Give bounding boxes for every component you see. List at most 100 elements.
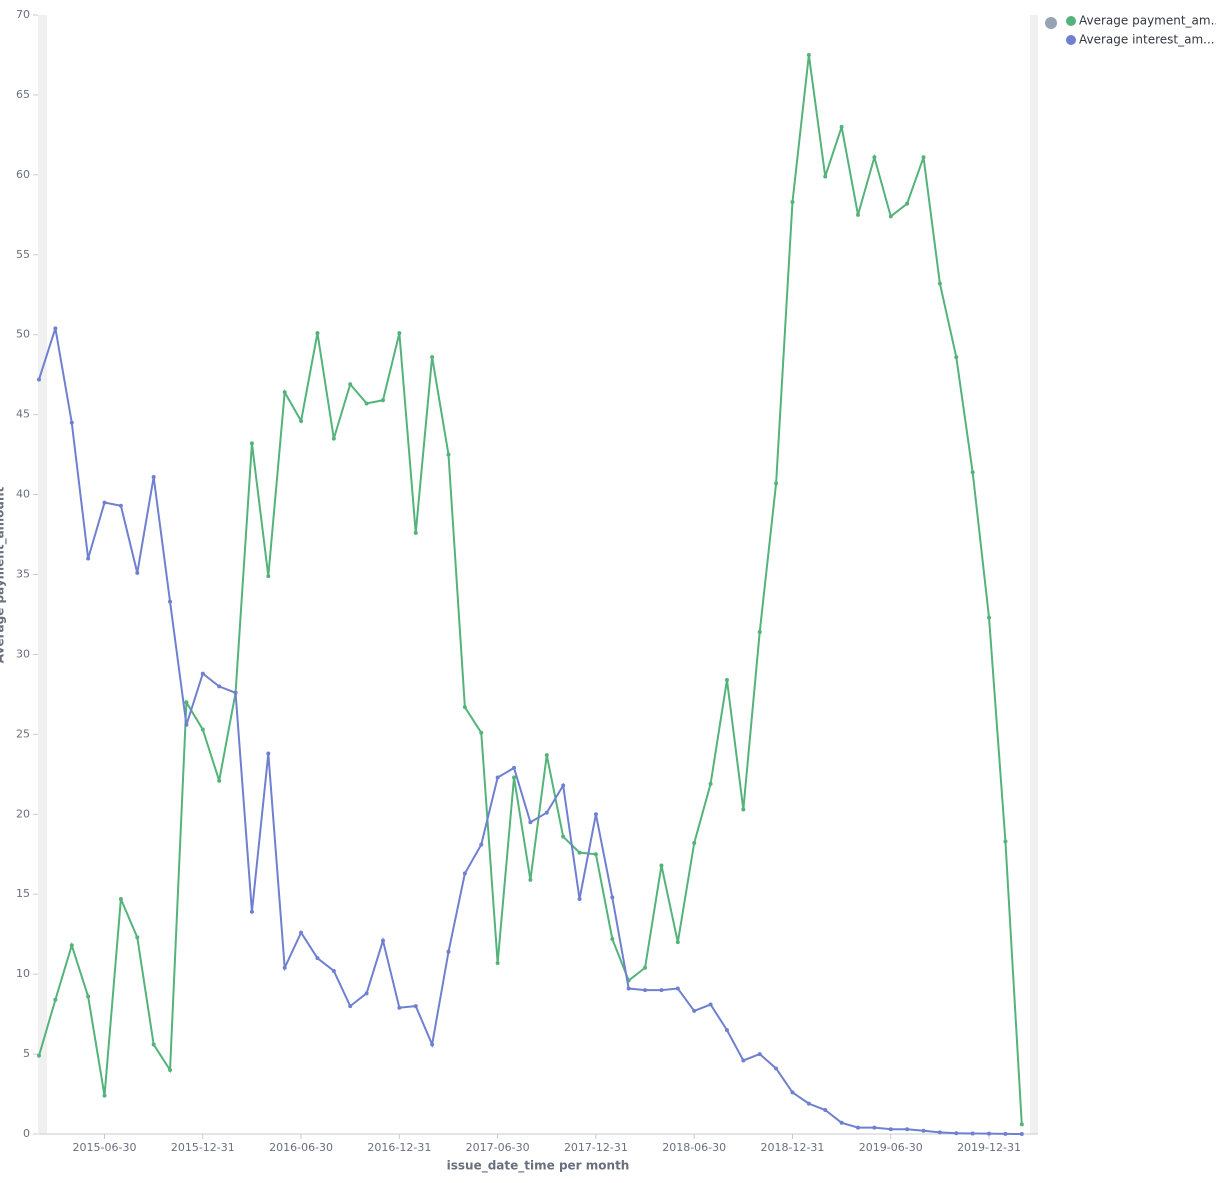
data-point	[331, 436, 336, 441]
data-point	[233, 690, 238, 695]
x-axis-title: issue_date_time per month	[447, 1159, 630, 1174]
data-point	[823, 174, 828, 179]
data-point	[577, 850, 582, 855]
legend-label: Average interest_am...	[1079, 33, 1215, 47]
x-tick-label: 2019-12-31	[957, 1141, 1021, 1154]
data-point	[610, 936, 615, 941]
x-tick-label: 2015-12-31	[171, 1141, 235, 1154]
x-tick-label: 2016-06-30	[269, 1141, 333, 1154]
data-point	[839, 1120, 844, 1125]
data-point	[430, 355, 435, 360]
x-tick-label: 2018-06-30	[662, 1141, 726, 1154]
data-point	[495, 960, 500, 965]
data-point	[1019, 1122, 1024, 1127]
data-point	[643, 965, 648, 970]
data-point	[872, 155, 877, 160]
data-point	[593, 812, 598, 817]
data-point	[479, 842, 484, 847]
data-point	[69, 943, 74, 948]
data-point	[937, 1130, 942, 1135]
data-point	[757, 1052, 762, 1057]
data-point	[741, 807, 746, 812]
data-point	[528, 877, 533, 882]
data-point	[872, 1125, 877, 1130]
data-point	[708, 1002, 713, 1007]
data-point	[905, 1127, 910, 1132]
data-point	[970, 470, 975, 475]
y-tick-label: 70	[16, 8, 30, 21]
data-point	[69, 420, 74, 425]
data-point	[200, 671, 205, 676]
data-point	[823, 1108, 828, 1113]
legend-swatch	[1066, 16, 1076, 26]
data-point	[348, 1004, 353, 1009]
data-point	[577, 897, 582, 902]
data-point	[135, 570, 140, 575]
data-point	[659, 863, 664, 868]
data-point	[774, 481, 779, 486]
data-point	[299, 930, 304, 935]
y-tick-label: 20	[16, 807, 30, 820]
data-point	[200, 727, 205, 732]
y-tick-label: 50	[16, 328, 30, 341]
data-point	[413, 530, 418, 535]
data-point	[184, 722, 189, 727]
data-point	[53, 997, 58, 1002]
data-point	[757, 630, 762, 635]
data-point	[102, 1093, 107, 1098]
data-point	[921, 1128, 926, 1133]
data-point	[168, 599, 173, 604]
data-point	[53, 326, 58, 331]
data-point	[675, 986, 680, 991]
data-point	[380, 398, 385, 403]
data-point	[954, 355, 959, 360]
legend-label: Average payment_am...	[1079, 14, 1216, 28]
data-point	[364, 401, 369, 406]
legend-toggle[interactable]	[1045, 17, 1057, 29]
data-point	[249, 909, 254, 914]
data-point	[151, 474, 156, 479]
data-point	[135, 935, 140, 940]
y-tick-label: 10	[16, 967, 30, 980]
data-point	[528, 820, 533, 825]
data-point	[217, 778, 222, 783]
data-point	[888, 1127, 893, 1132]
y-axis-title: Average payment_amount	[0, 487, 8, 664]
data-point	[708, 781, 713, 786]
data-point	[561, 834, 566, 839]
data-point	[102, 500, 107, 505]
x-tick-label: 2017-06-30	[466, 1141, 530, 1154]
data-point	[397, 1005, 402, 1010]
data-point	[413, 1004, 418, 1009]
data-point	[86, 556, 91, 561]
right-strip	[1030, 15, 1038, 1134]
y-tick-label: 45	[16, 408, 30, 421]
data-point	[299, 419, 304, 424]
y-tick-label: 65	[16, 88, 30, 101]
series-line	[38, 54, 1023, 1125]
data-point	[806, 52, 811, 57]
x-tick-label: 2018-12-31	[761, 1141, 825, 1154]
data-point	[856, 1125, 860, 1130]
data-point	[249, 441, 254, 446]
y-tick-label: 5	[23, 1047, 30, 1060]
data-point	[217, 684, 222, 689]
data-point	[380, 938, 385, 943]
legend-swatch	[1066, 35, 1076, 45]
data-point	[495, 775, 500, 780]
data-point	[970, 1131, 975, 1136]
data-point	[512, 765, 517, 770]
data-point	[430, 1042, 435, 1047]
data-point	[118, 897, 123, 902]
data-point	[937, 281, 942, 286]
data-point	[544, 810, 549, 815]
y-tick-label: 0	[23, 1127, 30, 1140]
data-point	[839, 124, 844, 129]
data-point	[151, 1042, 156, 1047]
data-point	[593, 852, 598, 857]
data-point	[921, 155, 926, 160]
data-point	[37, 1053, 41, 1058]
y-tick-label: 60	[16, 168, 30, 181]
left-strip	[38, 15, 47, 1134]
data-point	[446, 949, 451, 954]
